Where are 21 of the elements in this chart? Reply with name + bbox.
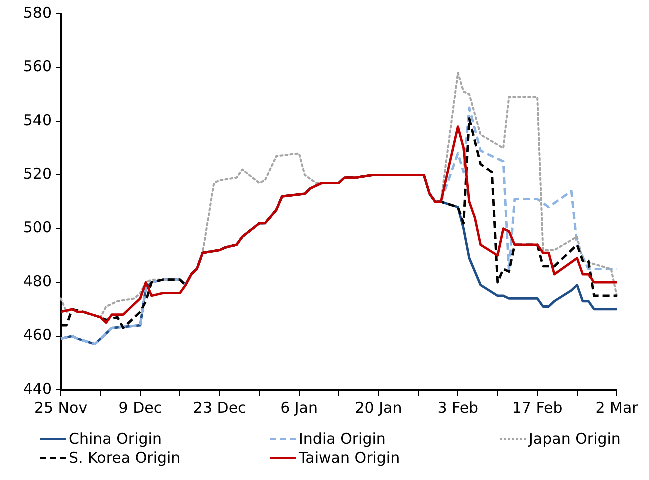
y-tick-label: 560 [23,58,52,76]
x-tick-label: 23 Dec [193,398,246,417]
x-tick-label: 3 Feb [438,398,479,417]
x-tick-label: 25 Nov [34,398,88,417]
y-tick-label: 440 [23,380,52,398]
y-tick-label: 540 [23,111,52,130]
x-tick-label: 9 Dec [118,398,162,417]
y-tick-label: 580 [23,4,52,22]
legend-label: Japan Origin [529,430,621,448]
legend-label: S. Korea Origin [69,449,181,467]
y-tick-label: 520 [23,165,52,184]
y-tick-label: 460 [23,326,52,344]
x-tick-label: 20 Jan [355,398,402,417]
x-tick-label: 6 Jan [280,398,318,417]
y-tick-label: 500 [23,218,52,237]
y-tick-label: 480 [23,272,52,290]
legend-label: Taiwan Origin [299,449,400,467]
legend-label: India Origin [299,430,386,448]
legend-label: China Origin [69,430,162,448]
x-tick-label: 17 Feb [512,398,563,417]
x-tick-label: 2 Mar [596,398,640,417]
